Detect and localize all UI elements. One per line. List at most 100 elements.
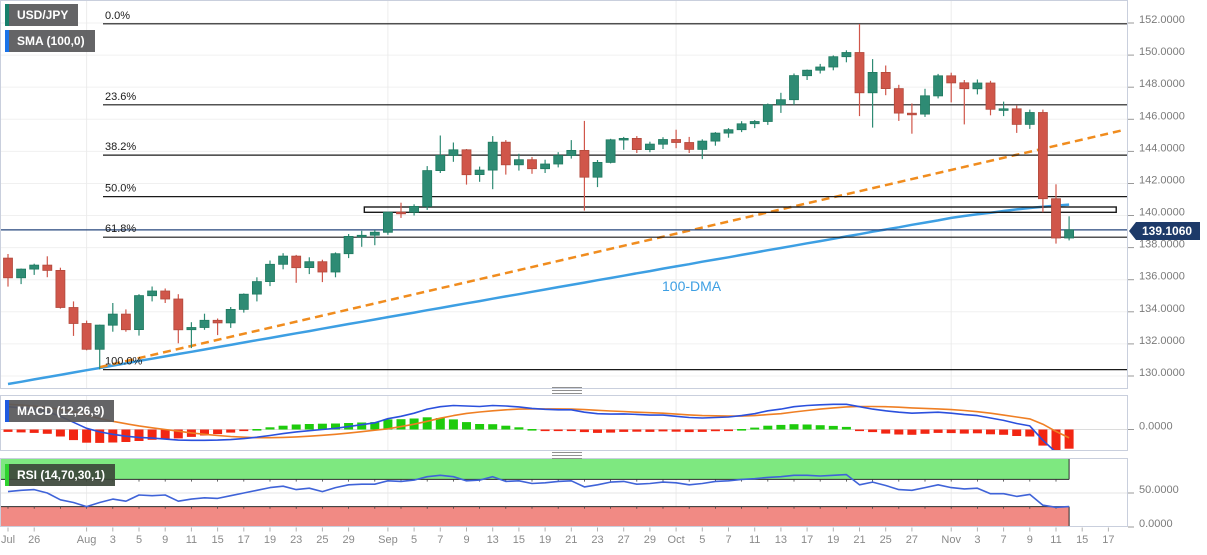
candle-body — [893, 88, 904, 114]
price-axis-label: 144.0000 — [1139, 142, 1185, 154]
macd-histogram-bar — [475, 424, 485, 430]
macd-histogram-bar — [841, 426, 851, 430]
sma100-line — [7, 203, 1070, 386]
macd-histogram-bar — [933, 429, 943, 433]
macd-histogram-bar — [710, 429, 720, 432]
price-axis-label: 136.0000 — [1139, 271, 1185, 283]
macd-histogram-bar — [802, 424, 812, 430]
macd-line — [7, 403, 1056, 451]
macd-legend-badge[interactable]: MACD (12,26,9) — [5, 400, 115, 422]
fib-label: 61.8% — [105, 223, 136, 235]
candle-body — [212, 319, 223, 324]
time-axis-label: 19 — [264, 534, 276, 546]
macd-histogram-bar — [789, 424, 799, 430]
macd-histogram-bar — [658, 429, 668, 432]
candle-body — [880, 72, 891, 90]
price-axis-label: 50.0000 — [1139, 484, 1179, 496]
macd-histogram-bar — [593, 429, 602, 433]
macd-histogram-bar — [881, 429, 891, 434]
time-axis-label: 25 — [880, 534, 892, 546]
candle-body — [946, 75, 957, 84]
macd-histogram-bar — [959, 429, 969, 434]
macd-histogram-bar — [553, 429, 563, 432]
candle-body — [710, 132, 721, 142]
candle-body — [435, 154, 446, 171]
candle-body — [1024, 112, 1035, 125]
panel-resize-handle-icon[interactable] — [552, 452, 582, 459]
macd-histogram-bar — [1012, 429, 1022, 436]
time-axis-label: 11 — [186, 534, 197, 546]
panel-border — [0, 0, 1128, 389]
fib-label: 100.0% — [105, 356, 143, 368]
candle-body — [238, 293, 249, 310]
macd-histogram-bar — [697, 429, 707, 432]
candle-body — [749, 121, 760, 125]
candle-body — [487, 141, 498, 171]
price-axis-label: 0.0000 — [1139, 421, 1173, 433]
price-axis-label: 150.0000 — [1139, 46, 1185, 58]
candle-body — [566, 149, 577, 156]
candle-body — [1051, 198, 1061, 239]
gridlines — [0, 0, 1128, 527]
candle-body — [789, 75, 799, 101]
price-axis-label: 146.0000 — [1139, 110, 1185, 122]
macd-histogram-bar — [514, 427, 524, 430]
macd-histogram-bar — [422, 417, 432, 430]
price-axis-label: 142.0000 — [1139, 175, 1185, 187]
macd-histogram-bar — [684, 429, 694, 433]
macd-histogram-bar — [645, 429, 655, 432]
macd-histogram-bar — [776, 424, 786, 430]
macd-histogram-bar — [724, 429, 733, 432]
candle-body — [147, 290, 158, 297]
macd-histogram-bar — [134, 429, 144, 441]
price-panel: 0.0% 23.6% 38.2% 50.0% 61.8% 100.0% — [0, 10, 1128, 386]
candles — [3, 24, 1074, 370]
macd-histogram-bar — [304, 424, 314, 430]
macd-histogram-bar — [435, 418, 445, 430]
macd-histogram-bar — [95, 429, 105, 443]
macd-histogram-bar — [42, 429, 52, 434]
macd-histogram-bar — [265, 427, 275, 430]
macd-histogram-bar — [278, 425, 288, 430]
candle-body — [605, 139, 616, 163]
panel-resize-handle-icon[interactable] — [552, 387, 582, 394]
time-axis-label: Oct — [668, 534, 685, 546]
candle-body — [173, 298, 184, 331]
candle-body — [94, 324, 105, 350]
candle-body — [723, 129, 734, 134]
rsi-overbought-band — [0, 459, 1070, 480]
candle-body — [776, 99, 786, 106]
candle-body — [618, 137, 629, 141]
macd-histogram-bar — [737, 429, 747, 431]
time-axis-label: Sep — [378, 534, 398, 546]
macd-histogram-bar — [815, 425, 825, 430]
time-axis-label: 27 — [906, 534, 918, 546]
symbol-legend-badge[interactable]: USD/JPY — [5, 4, 79, 26]
candle-body — [684, 142, 695, 150]
candle-body — [369, 231, 380, 236]
candle-body — [121, 313, 131, 331]
candle-body — [396, 211, 406, 215]
time-axis-label: 19 — [539, 534, 551, 546]
macd-histogram-bar — [579, 429, 589, 433]
price-axis-label: 130.0000 — [1139, 367, 1185, 379]
time-axis-label: 17 — [238, 534, 250, 546]
candle-body — [160, 290, 171, 300]
macd-histogram-bar — [920, 429, 930, 434]
time-axis-label: 5 — [411, 534, 417, 546]
macd-histogram-bar — [317, 423, 327, 430]
rsi-legend-badge[interactable]: RSI (14,70,30,1) — [5, 464, 116, 486]
time-axis-label: 21 — [853, 534, 865, 546]
macd-histogram-bar — [55, 429, 65, 437]
sma-legend-badge[interactable]: SMA (100,0) — [5, 30, 95, 52]
candle-body — [854, 52, 865, 94]
candle-body — [55, 269, 66, 308]
time-axis-label: 11 — [1050, 534, 1061, 546]
fib-label: 0.0% — [105, 10, 130, 22]
candle-body — [762, 104, 773, 122]
time-axis-label: Jul — [1, 534, 15, 546]
candle-body — [356, 234, 367, 238]
candle-body — [697, 140, 708, 150]
macd-histogram-bar — [986, 429, 995, 435]
